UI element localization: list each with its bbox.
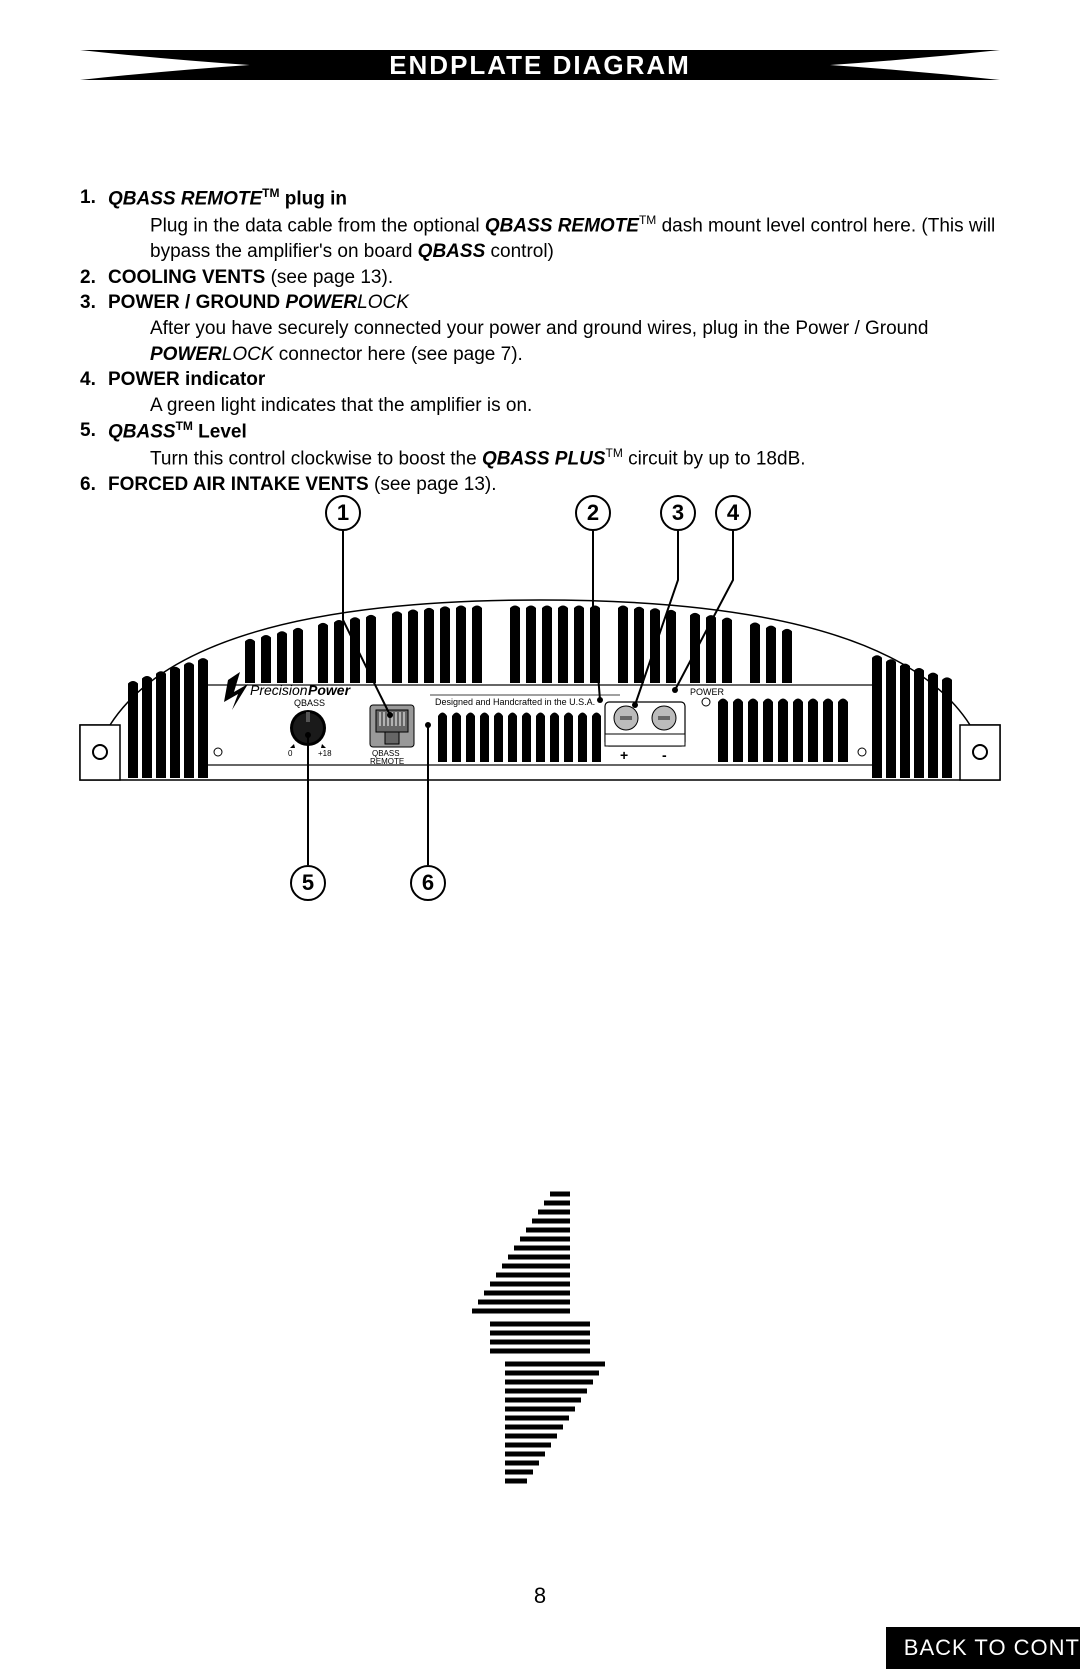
banner-subtitle-row: 2400 / 2600 / 21400: [80, 82, 1000, 112]
list-item: 5.QBASSTM Level: [80, 418, 1000, 445]
callout-5: 5: [290, 865, 326, 901]
bolt-logo: [450, 1184, 630, 1509]
callout-6: 6: [410, 865, 446, 901]
list-item-desc: After you have securely connected your p…: [80, 316, 1000, 367]
back-to-contents-button[interactable]: BACK TO CONT: [886, 1627, 1080, 1669]
callout-1: 1: [325, 495, 361, 531]
feature-list: 1.QBASS REMOTETM plug inPlug in the data…: [80, 185, 1000, 498]
list-item-desc: Turn this control clockwise to boost the…: [80, 445, 1000, 472]
list-item: 3.POWER / GROUND POWERLOCK: [80, 290, 1000, 316]
list-item: 4.POWER indicator: [80, 367, 1000, 393]
banner-title: ENDPLATE DIAGRAM: [389, 50, 691, 81]
callout-2: 2: [575, 495, 611, 531]
list-item-desc: A green light indicates that the amplifi…: [80, 393, 1000, 419]
callout-4: 4: [715, 495, 751, 531]
list-item-desc: Plug in the data cable from the optional…: [80, 212, 1000, 265]
banner-subtitle: 2400 / 2600 / 21400: [433, 83, 647, 111]
list-item: 2.COOLING VENTS (see page 13).: [80, 265, 1000, 291]
leader-lines: [50, 480, 1030, 920]
header-banner: ENDPLATE DIAGRAM 2400 / 2600 / 21400: [80, 50, 1000, 112]
callout-3: 3: [660, 495, 696, 531]
endplate-diagram: 123456 Precision Power QBASS 0 +18: [50, 480, 1030, 920]
list-item: 1.QBASS REMOTETM plug in: [80, 185, 1000, 212]
page-number: 8: [534, 1583, 546, 1609]
